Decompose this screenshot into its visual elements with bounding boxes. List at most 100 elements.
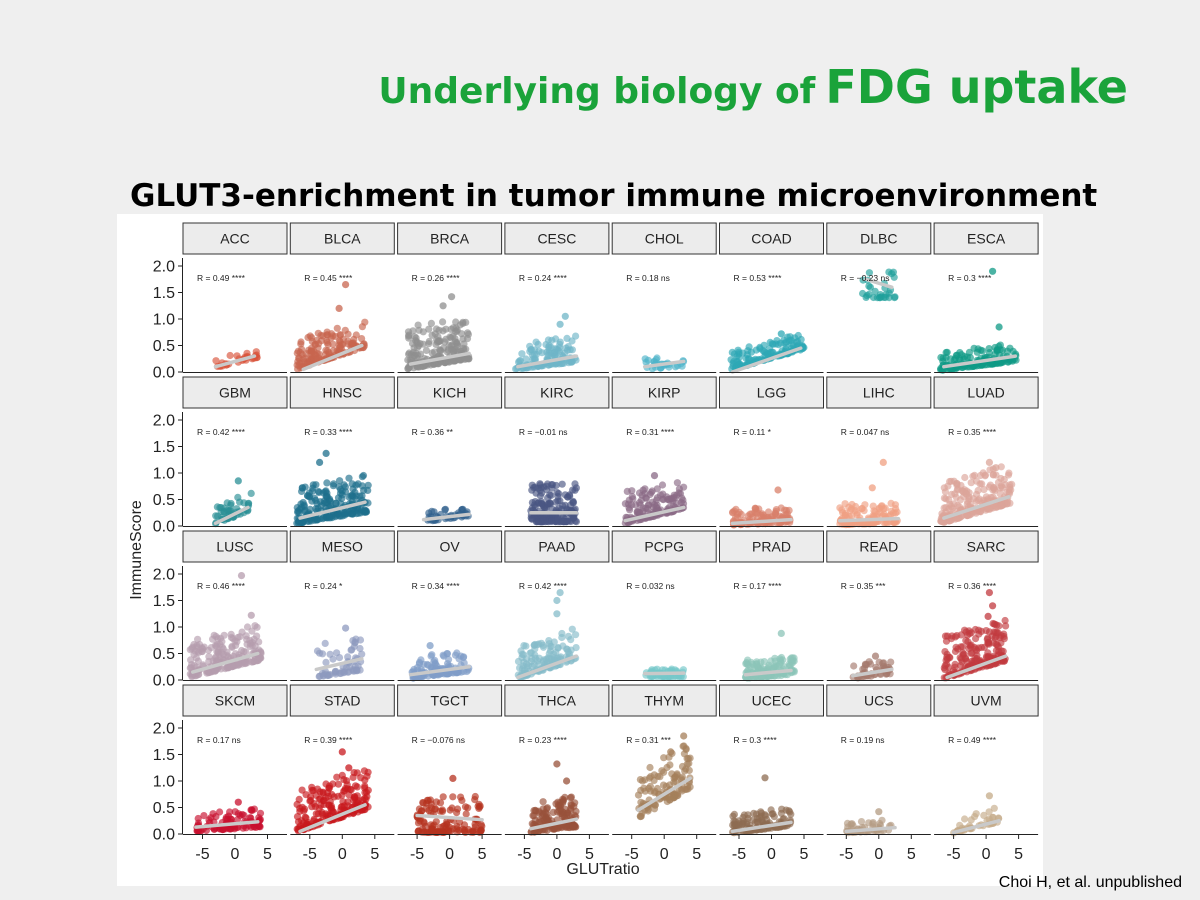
scatter-point (977, 627, 986, 635)
scatter-point (330, 480, 338, 488)
scatter-point (446, 806, 454, 814)
facet-strip (289, 376, 395, 409)
scatter-point (735, 821, 743, 829)
scatter-point (940, 484, 948, 492)
regression-line (301, 343, 364, 372)
scatter-point (476, 802, 484, 810)
facet-strip (504, 222, 610, 255)
facet-panel-prad: PRAD R = 0.17 **** (719, 530, 824, 682)
regression-line (408, 665, 471, 677)
correlation-label: R = 0.31 **** (626, 427, 675, 437)
scatter-point (952, 351, 960, 360)
scatter-point (984, 612, 992, 620)
scatter-point (995, 647, 1003, 655)
scatter-point (451, 651, 460, 659)
scatter-point (314, 329, 322, 337)
scatter-point (566, 794, 575, 802)
x-tick-label: 5 (692, 846, 701, 863)
scatter-point (533, 641, 541, 649)
scatter-point (990, 483, 998, 492)
citation: Choi H, et al. unpublished (998, 874, 1182, 891)
x-tick-label: 0 (982, 846, 991, 863)
facet-label: KIRP (648, 385, 681, 401)
scatter-point (861, 501, 869, 509)
scatter-point (226, 351, 234, 360)
facet-label: LGG (757, 385, 787, 401)
scatter-point (476, 827, 484, 835)
y-tick-label: 1.0 (153, 312, 175, 329)
scatter-point (995, 323, 1003, 331)
scatter-point (238, 628, 246, 636)
x-tick-label: 5 (478, 846, 487, 863)
scatter-point (644, 807, 652, 815)
scatter-point (209, 810, 217, 818)
scatter-point (989, 267, 997, 275)
scatter-point (555, 490, 563, 498)
facet-label: MESO (322, 539, 363, 555)
scatter-point (561, 501, 569, 509)
scatter-point (881, 504, 889, 512)
scatter-point (974, 486, 982, 495)
scatter-point (227, 499, 235, 508)
scatter-point (243, 623, 252, 631)
scatter-point (653, 485, 661, 493)
scatter-point (438, 806, 446, 814)
scatter-point (777, 339, 785, 347)
x-tick-label: 0 (231, 846, 240, 863)
scatter-point (555, 806, 563, 815)
scatter-point (794, 331, 802, 340)
scatter-point (194, 635, 202, 643)
correlation-label: R = 0.032 ns (626, 581, 674, 591)
regression-line (213, 505, 250, 526)
correlation-label: R = 0.047 ns (841, 427, 889, 437)
x-tick-label: 0 (552, 846, 561, 863)
scatter-point (423, 660, 431, 669)
y-tick-label: 1.0 (153, 466, 175, 483)
scatter-point (361, 318, 369, 326)
scatter-point (546, 647, 554, 655)
scatter-point (868, 484, 876, 492)
facet-label: BLCA (324, 231, 361, 247)
scatter-point (647, 787, 655, 795)
scatter-point (644, 356, 652, 364)
scatter-point (569, 822, 577, 830)
scatter-point (311, 340, 319, 348)
scatter-point (554, 644, 562, 652)
scatter-point (727, 356, 735, 364)
scatter-point (766, 338, 774, 346)
correlation-label: R = 0.31 *** (626, 735, 671, 745)
scatter-point (558, 360, 566, 368)
scatter-point (848, 512, 856, 520)
scatter-point (302, 791, 310, 799)
y-axis-title: ImmuneScore (128, 500, 145, 600)
scatter-point (869, 519, 877, 528)
scatter-point (449, 793, 457, 801)
scatter-point (880, 510, 888, 518)
scatter-point (992, 628, 1000, 636)
scatter-point (653, 494, 662, 502)
scatter-point (568, 625, 576, 633)
scatter-point (250, 805, 258, 813)
scatter-point (301, 483, 309, 491)
scatter-point (297, 338, 305, 346)
correlation-label: R = 0.17 **** (734, 581, 783, 591)
scatter-point (838, 506, 846, 514)
scatter-points (212, 477, 255, 528)
scatter-point (312, 496, 320, 504)
scatter-point (323, 337, 331, 345)
scatter-point (426, 796, 435, 804)
scatter-point (220, 631, 228, 639)
scatter-point (995, 359, 1003, 367)
facet-strip (826, 222, 932, 255)
scatter-point (891, 501, 900, 509)
regression-line (642, 671, 686, 676)
scatter-point (744, 355, 753, 363)
facet-label: HNSC (322, 385, 362, 401)
scatter-point (410, 344, 418, 352)
scatter-point (658, 481, 667, 489)
scatter-point (984, 649, 992, 657)
x-tick-label: 0 (445, 846, 454, 863)
scatter-point (522, 355, 530, 363)
correlation-label: R = 0.49 **** (948, 735, 997, 745)
facet-panel-paad: PAAD R = 0.42 **** (504, 530, 610, 681)
